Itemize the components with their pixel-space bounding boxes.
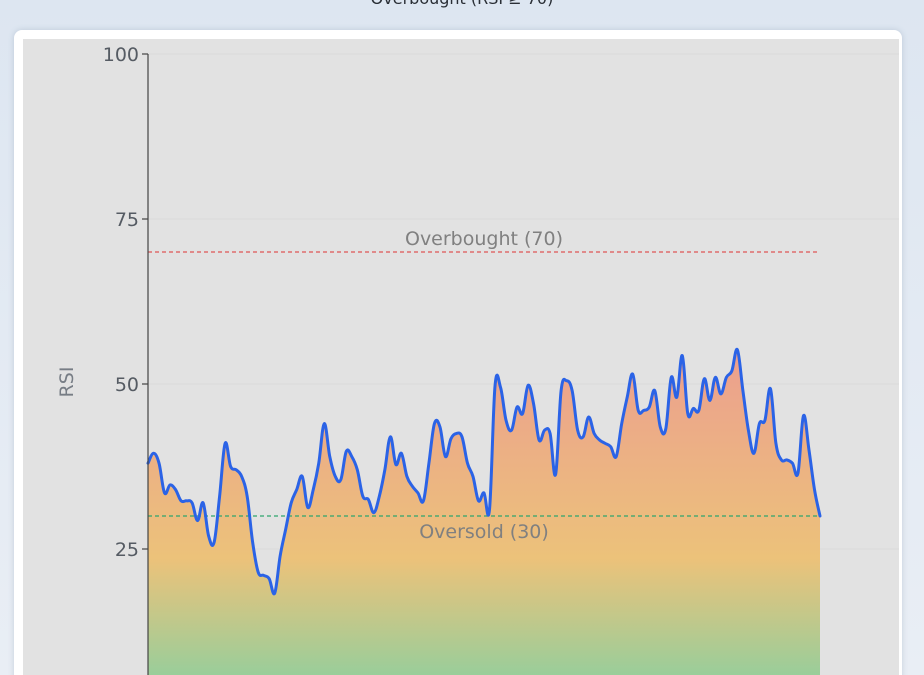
overbought-label: Overbought (70) [405, 228, 563, 250]
y-tick-label: 50 [115, 374, 139, 396]
y-tick-label: 75 [115, 209, 139, 231]
rsi-chart: Overbought (70) Oversold (30) 100 75 50 25 RS… [23, 39, 899, 675]
rsi-area-fill [148, 349, 820, 675]
chart-card: Overbought (70) Oversold (30) 100 75 50 25 RS… [14, 30, 902, 675]
y-tick-label: 100 [103, 44, 139, 66]
y-tick-label: 25 [115, 539, 139, 561]
chart-caption: Overbought (RSI ≥ 70) [0, 0, 924, 10]
y-axis-title: RSI [56, 367, 78, 398]
rsi-line [146, 347, 822, 596]
oversold-label: Oversold (30) [419, 521, 549, 543]
